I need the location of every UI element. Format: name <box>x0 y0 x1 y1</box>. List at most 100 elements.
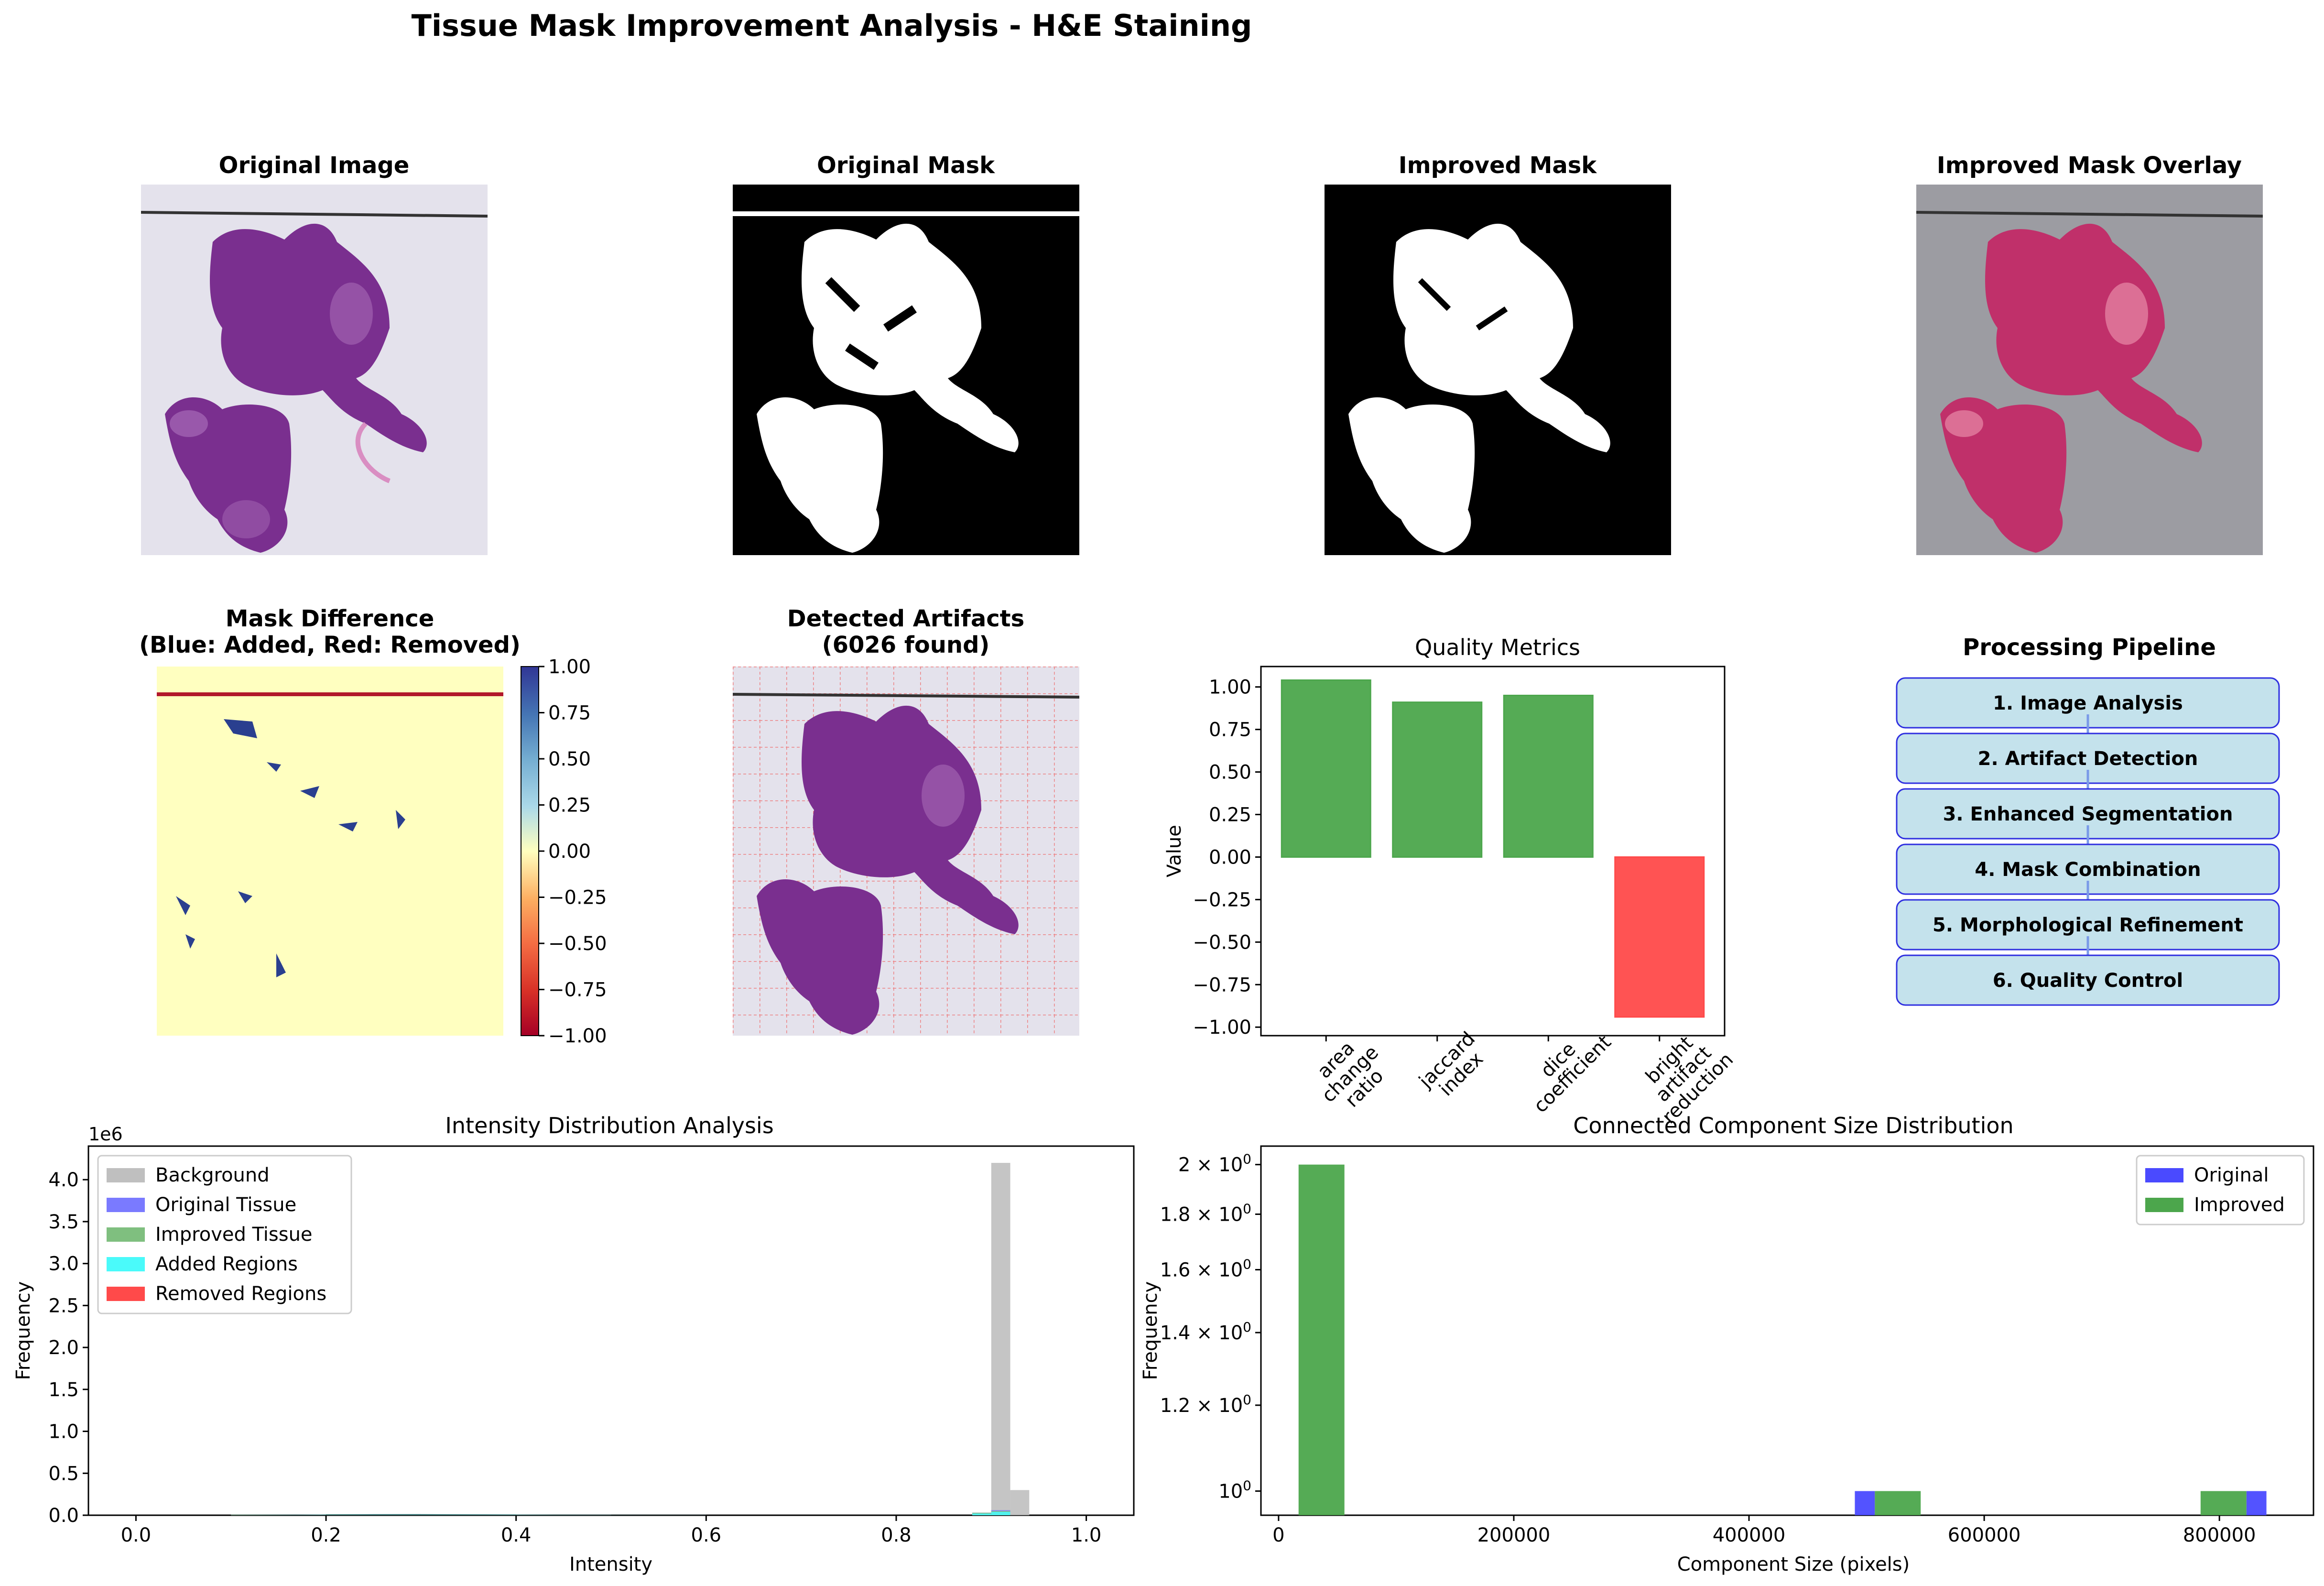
x-tick-label: 0 <box>1272 1524 1284 1546</box>
x-tick-label: 0.6 <box>691 1524 722 1546</box>
he-slide-image <box>141 185 488 555</box>
histogram-bar <box>2246 1491 2267 1515</box>
x-axis: areachangeratio jaccardindex dicecoefficie… <box>1313 1017 1738 1128</box>
y-tick-exponent: 0 <box>1243 1256 1251 1272</box>
overlay-image <box>1916 185 2263 555</box>
colorbar <box>521 666 539 1036</box>
colorbar-tick-label: 0.00 <box>548 841 591 863</box>
y-tick-label: 4.0 <box>48 1169 79 1191</box>
chart-title: Quality Metrics <box>1415 634 1580 660</box>
legend: Background Original Tissue Improved Tissue… <box>97 1155 352 1314</box>
x-tick-label: jaccardindex <box>1414 1028 1494 1107</box>
improved-mask-image <box>1325 185 1671 555</box>
x-tick-label: 0.0 <box>121 1524 152 1546</box>
pipeline-step-label: 5. Morphological Refinement <box>1933 914 2243 936</box>
y-tick-label: 1.8 × 100 <box>1160 1201 1251 1225</box>
panel-mask-difference: Mask Difference (Blue: Added, Red: Remov… <box>139 605 607 1047</box>
y-axis-label: Value <box>1163 825 1185 877</box>
x-tick-label: 0.2 <box>311 1524 341 1546</box>
legend-swatch <box>107 1168 145 1182</box>
pipeline-step-label: 4. Mask Combination <box>1975 859 2201 881</box>
chart-title: Intensity Distribution Analysis <box>445 1113 773 1138</box>
pipeline-step-label: 3. Enhanced Segmentation <box>1943 803 2233 825</box>
y-tick-mantissa: 10 <box>1218 1480 1243 1502</box>
legend-swatch <box>2145 1168 2183 1182</box>
legend-swatch <box>2145 1198 2183 1212</box>
x-tick-label: 600000 <box>1948 1524 2021 1546</box>
y-tick-label: 1.5 <box>48 1379 79 1401</box>
x-tick-label: 1.0 <box>1071 1524 1102 1546</box>
histogram-bar <box>1010 1490 1030 1515</box>
pipeline-step-label: 1. Image Analysis <box>1993 692 2183 714</box>
y-tick-label: 1.4 × 100 <box>1160 1319 1251 1344</box>
pipeline-step-box <box>1896 954 2280 1006</box>
y-axis-label: Frequency <box>1140 1281 1162 1380</box>
metric-bar <box>1281 679 1371 858</box>
plot-area <box>1260 1145 2314 1516</box>
x-tick-label: 200000 <box>1477 1524 1551 1546</box>
y-tick-label: 0.00 <box>1209 846 1251 868</box>
panel-title: Original Mask <box>817 152 995 179</box>
colorbar-ticks: 1.00 0.75 0.50 0.25 0.00 −0.25 −0.50 −0.75 −1.00 <box>539 656 607 1047</box>
y-tick-label: 1.00 <box>1209 677 1251 699</box>
histogram-bar <box>991 1163 1010 1515</box>
legend-swatch <box>107 1257 145 1271</box>
panel-title-line1: Mask Difference <box>226 605 434 632</box>
figure-title: Tissue Mask Improvement Analysis - H&E S… <box>412 8 1252 43</box>
y-tick-label: 0.25 <box>1209 804 1251 826</box>
legend-label: Improved Tissue <box>155 1224 313 1246</box>
colorbar-tick-label: 1.00 <box>548 656 591 678</box>
pipeline-steps: 1. Image Analysis 2. Artifact Detection 3.… <box>1896 677 2280 1006</box>
y-tick-label: 2.5 <box>48 1295 79 1317</box>
tissue-distribution-area <box>231 1514 706 1515</box>
panel-title: Improved Mask <box>1399 152 1597 179</box>
panel-improved-mask: Improved Mask <box>1325 152 1671 555</box>
panel-overlay: Improved Mask Overlay <box>1916 152 2263 555</box>
x-tick-label-line: coefficient <box>1530 1031 1616 1117</box>
y-tick-label: 1.2 × 100 <box>1160 1392 1251 1417</box>
x-axis-label: Intensity <box>569 1553 652 1575</box>
y-tick-label: −0.25 <box>1193 889 1251 911</box>
pipeline-step-label: 2. Artifact Detection <box>1978 748 2198 770</box>
y-tick-mantissa: 1.6 × 10 <box>1160 1259 1243 1281</box>
histogram-bar <box>1298 1164 1345 1515</box>
y-tick-label: 1.6 × 100 <box>1160 1256 1251 1281</box>
legend-label: Original <box>2194 1164 2269 1186</box>
panel-title: Original Image <box>219 152 410 179</box>
difference-image <box>157 667 503 1036</box>
x-tick-label: 0.8 <box>881 1524 912 1546</box>
colorbar-tick-label: −0.25 <box>548 887 607 909</box>
y-tick-exponent: 0 <box>1243 1201 1251 1216</box>
chart-quality-metrics: Quality Metrics 1.00 0.75 0.50 0.25 0.00 −0.2… <box>1163 634 1738 1128</box>
y-tick-mantissa: 1.2 × 10 <box>1160 1395 1243 1417</box>
metric-bar <box>1503 694 1594 858</box>
x-tick-label: dicecoefficient <box>1515 1017 1616 1117</box>
legend-swatch <box>107 1227 145 1242</box>
y-tick-label: 0.50 <box>1209 762 1251 784</box>
colorbar-tick-label: 0.75 <box>548 702 591 724</box>
y-tick-label: −0.75 <box>1193 974 1251 996</box>
legend-frame <box>97 1155 352 1314</box>
legend-label: Removed Regions <box>155 1283 326 1305</box>
y-tick-label: −0.50 <box>1193 931 1251 953</box>
y-offset-label: 1e6 <box>88 1124 123 1145</box>
histogram-bar <box>2200 1491 2247 1515</box>
bars <box>1281 679 1705 1018</box>
y-tick-exponent: 0 <box>1243 1319 1251 1335</box>
y-tick-exponent: 0 <box>1243 1392 1251 1408</box>
histogram-bars <box>231 1163 1030 1515</box>
histogram-bar <box>1855 1491 1875 1515</box>
y-tick-label: 0.75 <box>1209 719 1251 741</box>
artifacts-image <box>733 667 1079 1036</box>
x-tick-label: 800000 <box>2183 1524 2256 1546</box>
panel-title-line2: (6026 found) <box>822 632 990 658</box>
histogram-bar <box>991 1511 1010 1515</box>
panel-title: Processing Pipeline <box>1963 634 2216 661</box>
panel-title-line2: (Blue: Added, Red: Removed) <box>139 632 521 658</box>
y-tick-exponent: 0 <box>1243 1151 1251 1167</box>
axes: 0.0 0.2 0.4 0.6 0.8 1.0 0.0 0.5 1.0 1.5 2.0 2.5 3.0 3… <box>48 1169 1101 1546</box>
panel-title-line1: Detected Artifacts <box>787 605 1024 632</box>
histogram-bar <box>972 1513 991 1515</box>
